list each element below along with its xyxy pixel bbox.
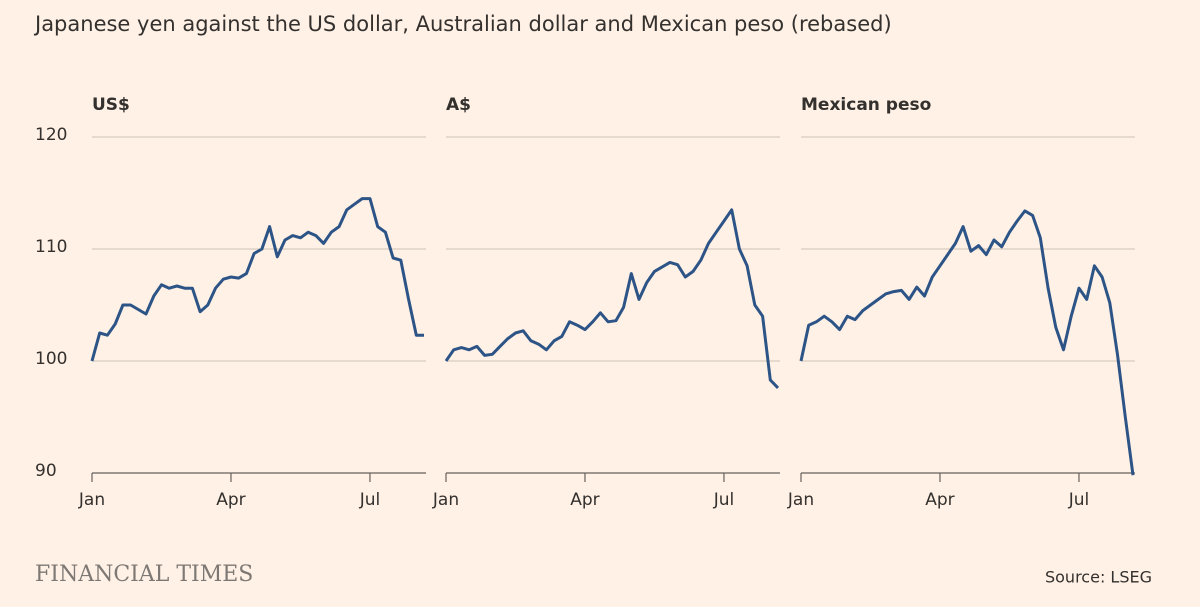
line — [90, 197, 424, 362]
panel-title: A$ — [446, 95, 471, 115]
x-tick-label: Jul — [713, 490, 735, 510]
x-tick-label: Jul — [1068, 490, 1090, 510]
panel-title: Mexican peso — [801, 95, 931, 115]
x-tick-label: Jul — [359, 490, 381, 510]
x-tick-label: Jan — [787, 490, 814, 510]
line — [444, 208, 780, 389]
brand: FINANCIAL TIMES — [35, 562, 253, 587]
source: Source: LSEG — [1045, 568, 1152, 587]
x-tick-label: Jan — [432, 490, 459, 510]
y-tick-label: 100 — [35, 349, 67, 369]
x-tick-label: Jan — [78, 490, 105, 510]
x-tick-label: Apr — [570, 490, 599, 510]
panel-title: US$ — [92, 95, 130, 115]
y-tick-label: 110 — [35, 237, 67, 257]
y-tick-label: 90 — [35, 461, 57, 481]
chart-title: Japanese yen against the US dollar, Aust… — [33, 12, 892, 36]
x-tick-label: Apr — [216, 490, 245, 510]
x-tick-label: Apr — [925, 490, 954, 510]
line — [799, 209, 1135, 476]
y-tick-label: 120 — [35, 125, 67, 145]
